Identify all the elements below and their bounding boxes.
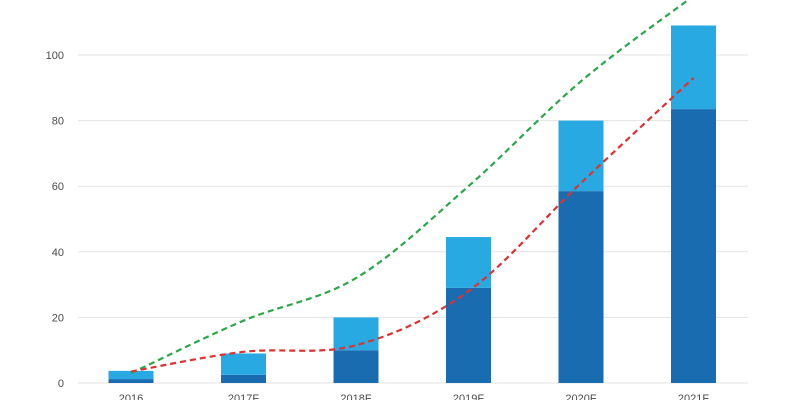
bar-2016-segment-2 — [108, 370, 154, 380]
bars — [108, 25, 716, 384]
bar-2019F-segment-2 — [446, 237, 491, 288]
bar-2018F-segment-2 — [333, 317, 379, 351]
bar-2020F-segment-2 — [558, 120, 604, 192]
bar-2016-segment-1 — [108, 379, 154, 383]
y-tick-label: 80 — [52, 116, 64, 128]
x-tick-label: 2021F — [678, 393, 709, 400]
x-tick-label: 2016 — [119, 393, 143, 400]
gridlines — [78, 54, 748, 384]
y-tick-label: 20 — [52, 312, 64, 324]
x-axis: 2016 2017F 2018F 2019F 2020F 2021F — [119, 393, 710, 400]
y-tick-label: 60 — [52, 181, 64, 193]
x-tick-label: 2020F — [565, 393, 596, 400]
x-tick-label: 2018F — [340, 393, 371, 400]
bar-2018F-segment-1 — [333, 350, 379, 383]
y-axis: 0 20 40 60 80 100 — [46, 50, 64, 390]
y-tick-label: 0 — [58, 378, 64, 390]
x-tick-label: 2017F — [228, 393, 259, 400]
bar-2019F-segment-1 — [446, 287, 491, 383]
trend-line-1 — [130, 0, 690, 375]
y-tick-label: 40 — [52, 247, 64, 259]
bar-2017F-segment-2 — [221, 353, 266, 375]
trend-line-2 — [130, 77, 695, 373]
y-tick-label: 100 — [46, 50, 64, 62]
bar-2021F-segment-1 — [671, 109, 716, 384]
bar-2017F-segment-1 — [221, 374, 266, 383]
x-tick-label: 2019F — [453, 393, 484, 400]
bar-2021F-segment-2 — [671, 25, 716, 110]
trend-lines — [130, 0, 695, 375]
bar-2020F-segment-1 — [558, 191, 604, 383]
